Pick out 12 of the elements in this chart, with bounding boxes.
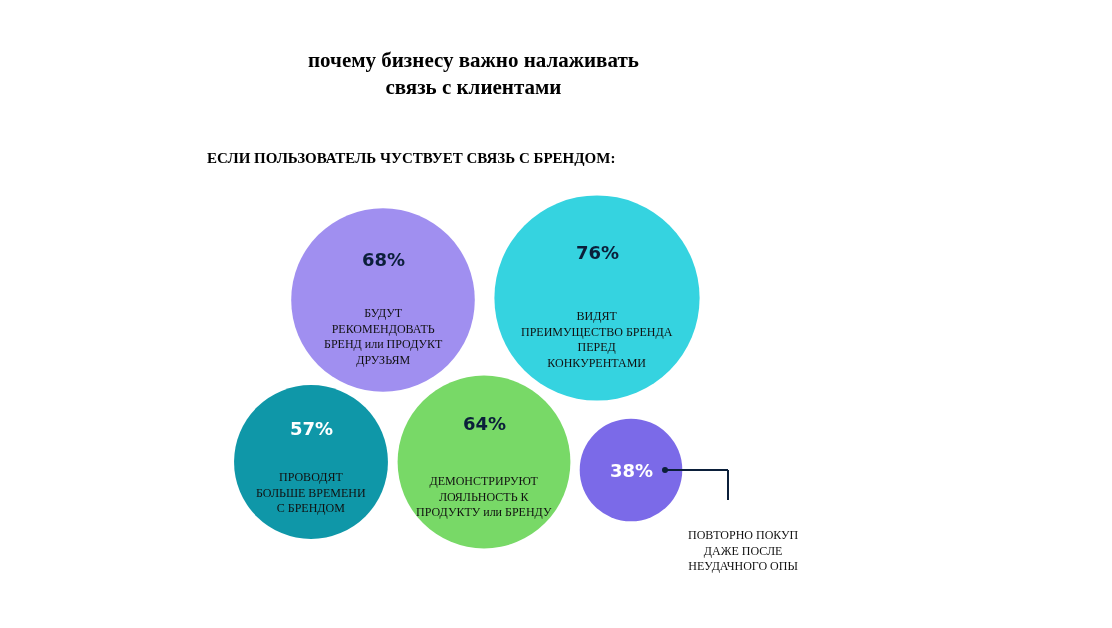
category-label: БУДУТ РЕКОМЕНДОВАТЬ БРЕНД или ПРОДУКТ ДРУЗЬЯМ xyxy=(324,306,443,367)
data-label: 68% xyxy=(362,249,406,270)
category-label: ДЕМОНСТРИРУЮТ ЛОЯЛЬНОСТЬ К ПРОДУКТУ или БРЕНДУ xyxy=(416,474,552,520)
data-label: 38% xyxy=(610,460,654,481)
text: почему бизнесу важно налаживать связь с клиентами xyxy=(308,48,639,100)
category-label: ВИДЯТ ПРЕИМУЩЕСТВО БРЕНДА ПЕРЕД КОНКУРЕНТАМИ xyxy=(521,309,673,370)
category-label: ПРОВОДЯТ БОЛЬШЕ ВРЕМЕНИ С БРЕНДОМ xyxy=(256,470,367,516)
data-label: 76% xyxy=(576,242,620,263)
data-label: 64% xyxy=(463,413,507,434)
data-label: 57% xyxy=(290,418,334,439)
text: ЕСЛИ ПОЛЬЗОВАТЕЛЬ ЧУСТВУЕТ СВЯЗЬ С БРЕНДОМ: xyxy=(207,150,616,166)
category-label: ПОВТОРНО ПОКУП ДАЖЕ ПОСЛЕ НЕУДАЧНОГО ОПЫ xyxy=(688,528,799,574)
